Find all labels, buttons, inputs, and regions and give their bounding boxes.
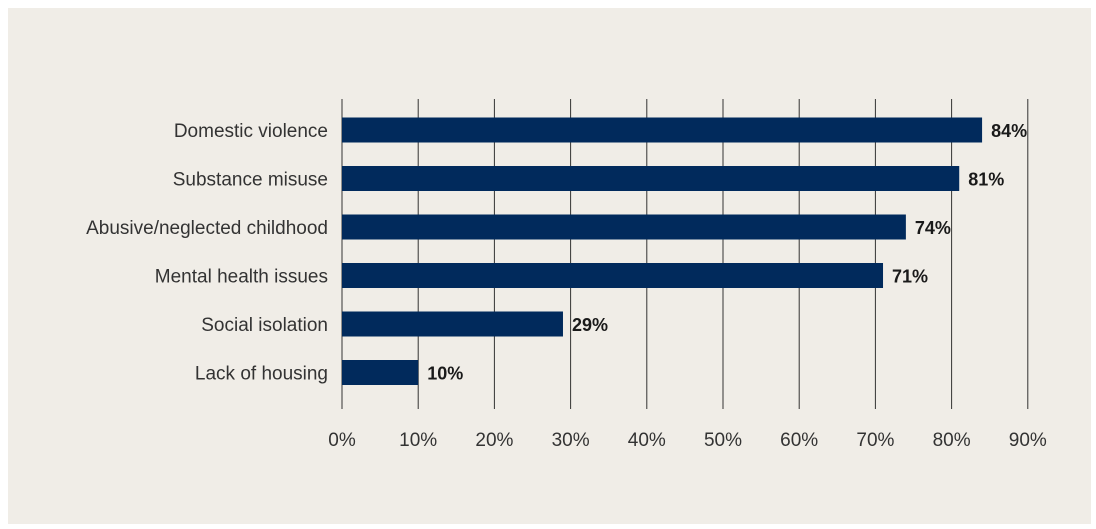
data-label: 10% [427, 364, 463, 384]
x-tick-label: 0% [328, 430, 356, 451]
category-label: Abusive/neglected childhood [86, 218, 328, 239]
x-tick-label: 90% [1009, 430, 1047, 451]
bar [342, 166, 960, 191]
category-label: Lack of housing [195, 364, 328, 385]
bars [342, 117, 983, 385]
data-label: 71% [892, 267, 928, 287]
category-label: Social isolation [201, 315, 328, 336]
bar [342, 117, 983, 143]
x-tick-label: 40% [628, 430, 666, 451]
bar [342, 311, 563, 337]
data-label: 84% [991, 121, 1027, 141]
chart-panel: 0% 10% 20% 30% 40% 50% 60% 70% 80% 90% Domestic vi… [8, 8, 1091, 524]
category-label: Substance misuse [173, 170, 328, 191]
bar [342, 214, 906, 240]
x-tick-label: 50% [704, 430, 742, 451]
data-label: 74% [915, 218, 951, 238]
x-tick-label: 30% [552, 430, 590, 451]
bar-chart: 0% 10% 20% 30% 40% 50% 60% 70% 80% 90% Domestic vi… [8, 8, 1091, 524]
x-tick-label: 60% [780, 430, 818, 451]
category-label: Domestic violence [174, 121, 328, 142]
bar [342, 360, 419, 385]
bar [342, 263, 884, 288]
category-label: Mental health issues [155, 267, 328, 288]
x-tick-label: 80% [933, 430, 971, 451]
data-label: 29% [572, 315, 608, 335]
x-tick-label: 70% [856, 430, 894, 451]
labels: 0% 10% 20% 30% 40% 50% 60% 70% 80% 90% Domestic vi… [86, 121, 1047, 451]
gridlines [341, 99, 1029, 409]
data-label: 81% [968, 170, 1004, 190]
x-tick-label: 10% [399, 430, 437, 451]
x-tick-label: 20% [475, 430, 513, 451]
